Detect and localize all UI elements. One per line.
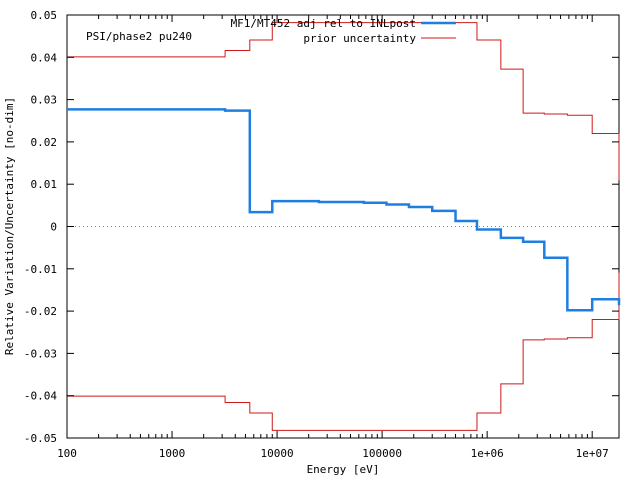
y-tick-label: -0.01 <box>24 263 57 276</box>
y-tick-label: -0.02 <box>24 305 57 318</box>
prior-uncertainty-lower-line <box>67 272 620 431</box>
x-tick-label: 1e+07 <box>576 447 609 460</box>
adjustment-series-line <box>67 108 621 312</box>
y-tick-label: -0.03 <box>24 347 57 360</box>
prior-uncertainty-upper-line <box>67 22 620 181</box>
y-tick-label: -0.05 <box>24 432 57 445</box>
series-layer <box>67 22 621 431</box>
y-tick-label: -0.04 <box>24 390 57 403</box>
x-tick-label: 1e+06 <box>471 447 504 460</box>
y-tick-label: 0.03 <box>31 94 58 107</box>
y-tick-label: 0.01 <box>31 178 58 191</box>
annotation-label: PSI/phase2 pu240 <box>86 30 192 43</box>
ticks-layer: 0.05 0.04 0.03 0.02 0.01 0 -0.01 -0.02 -0.03 -0.0… <box>24 9 619 460</box>
x-tick-label: 10000 <box>261 447 294 460</box>
y-tick-label: 0.04 <box>31 51 58 64</box>
legend-label-series-2: prior uncertainty <box>303 32 416 45</box>
x-tick-label: 100000 <box>362 447 402 460</box>
y-tick-label: 0.02 <box>31 136 58 149</box>
x-tick-label: 100 <box>57 447 77 460</box>
legend-label-series-1: MF1/MT452 adj rel to INLpost <box>231 17 416 30</box>
y-axis-label: Relative Variation/Uncertainty [no-dim] <box>3 97 16 355</box>
x-axis-label: Energy [eV] <box>307 463 380 476</box>
legend: MF1/MT452 adj rel to INLpost prior uncer… <box>231 17 456 45</box>
y-tick-label: 0.05 <box>31 9 58 22</box>
x-tick-label: 1000 <box>159 447 186 460</box>
y-tick-label: 0 <box>50 221 57 234</box>
